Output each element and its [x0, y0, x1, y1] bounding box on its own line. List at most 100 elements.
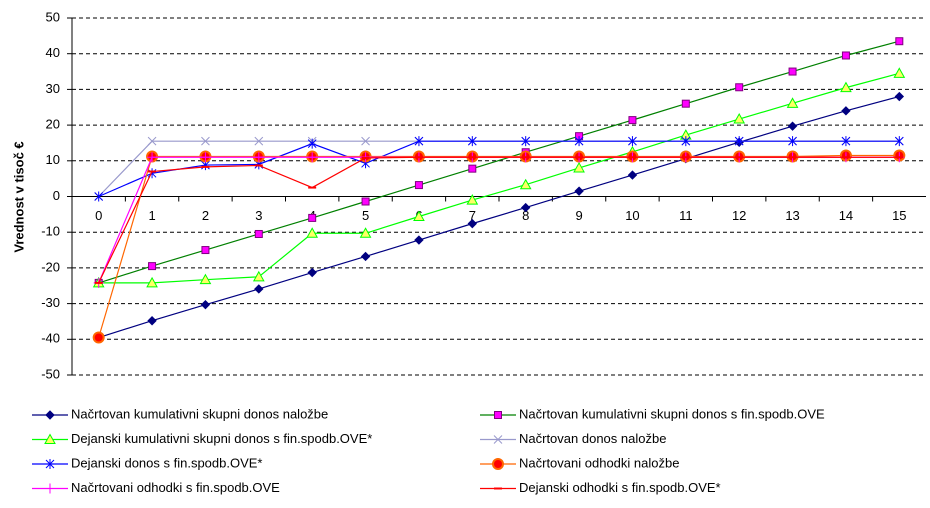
marker [147, 316, 157, 326]
series-line [98, 140, 900, 197]
legend-marker [492, 458, 504, 470]
marker [841, 106, 851, 116]
series [93, 91, 905, 343]
marker [146, 276, 158, 288]
legend-marker [45, 410, 55, 420]
series [92, 67, 906, 288]
marker [92, 331, 105, 344]
marker [520, 202, 531, 213]
series-line [98, 154, 900, 338]
marker [468, 164, 477, 173]
x-tick-label: 2 [202, 208, 209, 223]
series [92, 149, 906, 344]
marker [628, 116, 637, 125]
marker [841, 136, 851, 147]
marker [254, 229, 263, 238]
legend-item: Načrtovani odhodki s fin.spodb.OVE [32, 480, 280, 495]
marker [147, 136, 157, 146]
x-tick-label: 1 [148, 208, 155, 223]
legend-label: Načrtovan kumulativni skupni donos nalož… [71, 406, 328, 421]
marker [199, 273, 212, 285]
series-line [98, 40, 900, 284]
legend-item: Načrtovan donos naložbe [480, 431, 666, 446]
x-tick-label: 5 [362, 208, 369, 223]
series [94, 156, 904, 284]
x-tick-label: 14 [839, 208, 853, 223]
legend-label: Dejanski odhodki s fin.spodb.OVE* [519, 480, 721, 495]
marker [413, 210, 425, 221]
legend-marker [45, 483, 55, 494]
series [94, 136, 904, 202]
x-tick-label: 9 [575, 208, 582, 223]
marker [681, 136, 691, 147]
y-tick-label: -40 [41, 331, 60, 346]
x-tick-label: 11 [679, 208, 693, 223]
marker [414, 235, 424, 245]
x-tick-label: 8 [522, 208, 529, 223]
marker [788, 136, 797, 147]
y-tick-label: 30 [46, 81, 60, 96]
marker [735, 83, 744, 92]
marker [733, 113, 746, 124]
marker [254, 284, 264, 294]
series-line [98, 140, 900, 198]
marker [307, 138, 317, 149]
marker [359, 227, 372, 238]
x-tick-label: 10 [625, 208, 639, 223]
marker [414, 136, 424, 147]
marker [308, 213, 317, 222]
marker [521, 136, 531, 147]
marker [414, 181, 423, 190]
legend-label: Načrtovan donos naložbe [519, 431, 666, 446]
marker [787, 121, 798, 131]
x-tick-label: 7 [469, 208, 476, 223]
y-tick-label: 20 [46, 117, 60, 132]
legend-item: Načrtovani odhodki naložbe [480, 455, 679, 470]
marker [361, 136, 370, 146]
y-tick-label: -10 [41, 224, 60, 239]
marker [147, 152, 158, 163]
marker [681, 99, 690, 108]
y-tick-label: 10 [46, 152, 60, 167]
legend-item: Dejanski donos s fin.spodb.OVE* [32, 455, 263, 470]
marker [200, 299, 211, 310]
legend-label: Dejanski kumulativni skupni donos s fin.… [71, 431, 372, 446]
marker [253, 152, 264, 163]
y-tick-label: 50 [46, 9, 60, 24]
series-line [98, 156, 900, 284]
marker [467, 136, 477, 147]
marker [307, 152, 318, 163]
marker [894, 91, 905, 102]
legend-item: Dejanski kumulativni skupni donos s fin.… [32, 431, 372, 446]
legend-label: Dejanski donos s fin.spodb.OVE* [71, 455, 263, 470]
y-tick-label: 0 [53, 188, 60, 203]
marker [841, 51, 850, 60]
marker [466, 194, 479, 205]
legend-marker [44, 433, 56, 444]
legend-item: Načrtovan kumulativni skupni donos s fin… [480, 406, 825, 421]
marker [360, 251, 371, 262]
marker [574, 136, 584, 147]
marker [361, 197, 370, 206]
marker [786, 97, 799, 108]
y-axis-label: Vrednost v tisoč € [11, 141, 26, 252]
x-tick-label: 13 [785, 208, 799, 223]
marker [252, 270, 265, 282]
legend-label: Načrtovani odhodki naložbe [519, 455, 679, 470]
x-tick-label: 0 [95, 208, 102, 223]
marker [840, 81, 852, 93]
marker [200, 152, 211, 163]
marker [573, 161, 585, 173]
legend-label: Načrtovani odhodki s fin.spodb.OVE [71, 480, 280, 495]
marker [94, 191, 104, 202]
legend-marker [45, 459, 55, 469]
marker [734, 136, 744, 147]
marker [306, 227, 319, 238]
series [94, 37, 904, 287]
y-tick-label: -50 [41, 366, 60, 381]
marker [895, 37, 904, 46]
marker [307, 267, 317, 278]
marker [467, 218, 478, 229]
y-tick-label: -30 [41, 295, 60, 310]
series-line [98, 95, 900, 339]
